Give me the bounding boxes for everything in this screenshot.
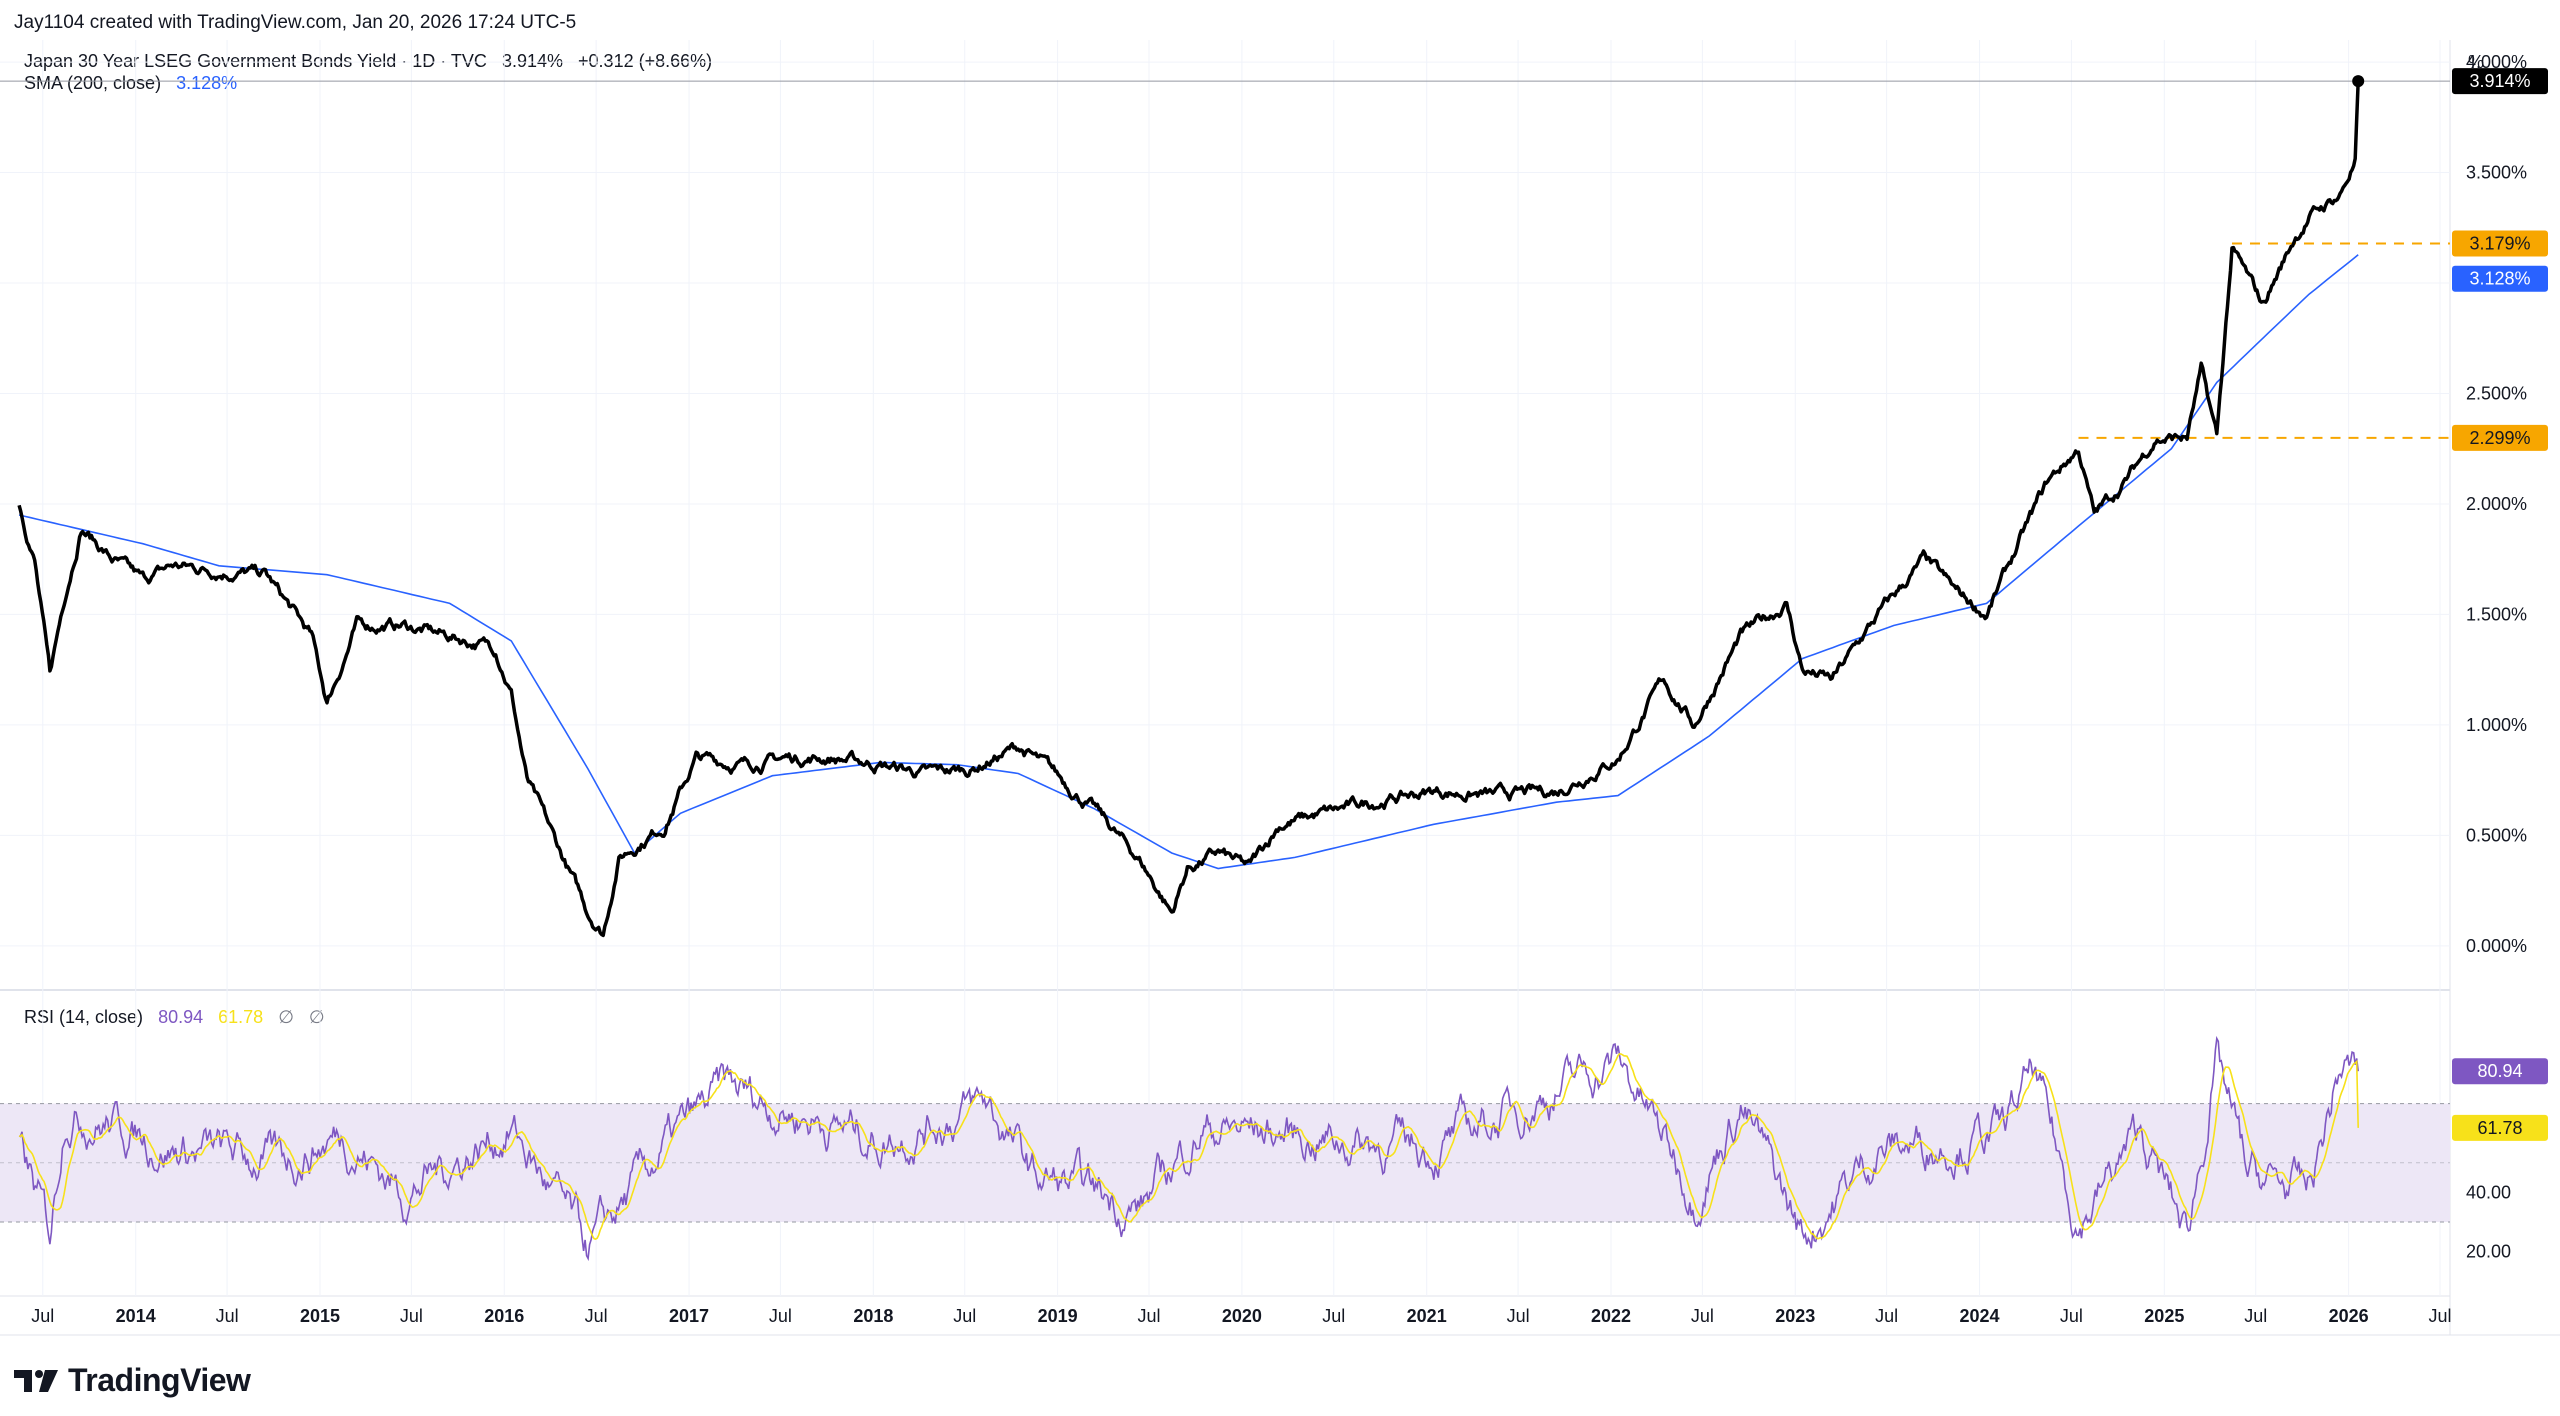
time-tick-label: 2016 [484,1306,524,1326]
rsi-ma-value: 61.78 [218,1007,264,1027]
series-lines [17,75,2365,1262]
chart-credit: Jay1104 created with TradingView.com, Ja… [14,12,577,33]
time-tick-label: 2018 [853,1306,893,1326]
rsi-ma-line [18,1052,2359,1240]
time-tick-label: 2026 [2329,1306,2369,1326]
sma-badge-bg [2452,265,2548,292]
time-tick-label: Jul [1875,1306,1898,1326]
rsi-badge-bg [2452,1058,2548,1085]
time-tick-label: 2019 [1038,1306,1078,1326]
sma-legend-row[interactable]: SMA (200, close) 3.128% [24,72,712,94]
series-legend-row[interactable]: Japan 30 Year LSEG Government Bonds Yiel… [24,50,712,72]
time-tick-label: 2020 [1222,1306,1262,1326]
time-tick-label: 2024 [1960,1306,2000,1326]
time-tick-label: 2023 [1775,1306,1815,1326]
time-tick-label: Jul [953,1306,976,1326]
time-tick-label: 2025 [2144,1306,2184,1326]
price-tick-label: 0.500% [2466,825,2527,845]
level-low-badge: 2.299% [2469,428,2530,448]
series-title: Japan 30 Year LSEG Government Bonds Yiel… [24,51,487,71]
time-tick-label: 2017 [669,1306,709,1326]
price-tick-label: 1.000% [2466,715,2527,735]
main-legend: Japan 30 Year LSEG Government Bonds Yiel… [24,50,712,94]
time-tick-label: 2014 [116,1306,156,1326]
rsi-tick-label: 40.00 [2466,1182,2511,1202]
time-tick-label: Jul [31,1306,54,1326]
time-tick-label: Jul [769,1306,792,1326]
rsi-legend[interactable]: RSI (14, close) 80.94 61.78 ∅ ∅ [24,1007,325,1028]
sma-value: 3.128% [176,73,238,93]
price-axis-unit[interactable]: % [2468,52,2484,72]
time-tick-label: Jul [2244,1306,2267,1326]
price-tick-label: 2.500% [2466,383,2527,403]
rsi-label: RSI (14, close) [24,1007,144,1027]
level-high-badge: 3.179% [2469,233,2530,253]
price-tick-label: 3.500% [2466,163,2527,183]
price-tick-label: 0.000% [2466,936,2527,956]
sma-label: SMA (200, close) [24,73,162,93]
last-price-dot [2352,75,2365,88]
time-tick-label: Jul [1691,1306,1714,1326]
sma-badge: 3.128% [2469,269,2530,289]
time-tick-label: 2015 [300,1306,340,1326]
last-price-badge-bg [2452,68,2548,95]
time-tick-label: Jul [216,1306,239,1326]
price-line [17,81,2360,938]
rsi-tick-label: 20.00 [2466,1242,2511,1262]
rsi-extra-1: ∅ [278,1007,294,1027]
last-price-badge: 3.914% [2469,71,2530,91]
sma-line [18,254,2359,870]
level-high-badge-bg [2452,230,2548,257]
level-lines [0,80,2450,439]
time-tick-label: 2021 [1407,1306,1447,1326]
time-tick-label: 2022 [1591,1306,1631,1326]
grid-lines [0,40,2450,1296]
series-last-value: 3.914% [501,51,564,71]
rsi-extra-2: ∅ [308,1007,325,1027]
tradingview-logo[interactable]: TradingView [14,1362,251,1399]
series-change: +0.312 (+8.66%) [578,51,713,71]
rsi-value: 80.94 [158,1007,204,1027]
level-low-badge-bg [2452,424,2548,451]
time-tick-label: Jul [1507,1306,1530,1326]
time-tick-label: Jul [2060,1306,2083,1326]
rsi-ma-badge-bg [2452,1114,2548,1141]
rsi-ma-badge: 61.78 [2477,1118,2522,1138]
tradingview-logo-text: TradingView [68,1362,251,1398]
axis-badges: 3.914% 3.179% 3.128% 2.299% 80.94 61.78 [2452,68,2548,1141]
time-tick-label: Jul [400,1306,423,1326]
tradingview-logo-icon [14,1369,58,1392]
time-tick-label: Jul [1322,1306,1345,1326]
price-tick-label: 4.000% [2466,52,2527,72]
time-tick-label: Jul [1137,1306,1160,1326]
time-tick-label: Jul [585,1306,608,1326]
rsi-badge: 80.94 [2477,1061,2522,1081]
time-tick-label: Jul [2428,1306,2451,1326]
price-tick-label: 1.500% [2466,604,2527,624]
price-tick-label: 2.000% [2466,494,2527,514]
